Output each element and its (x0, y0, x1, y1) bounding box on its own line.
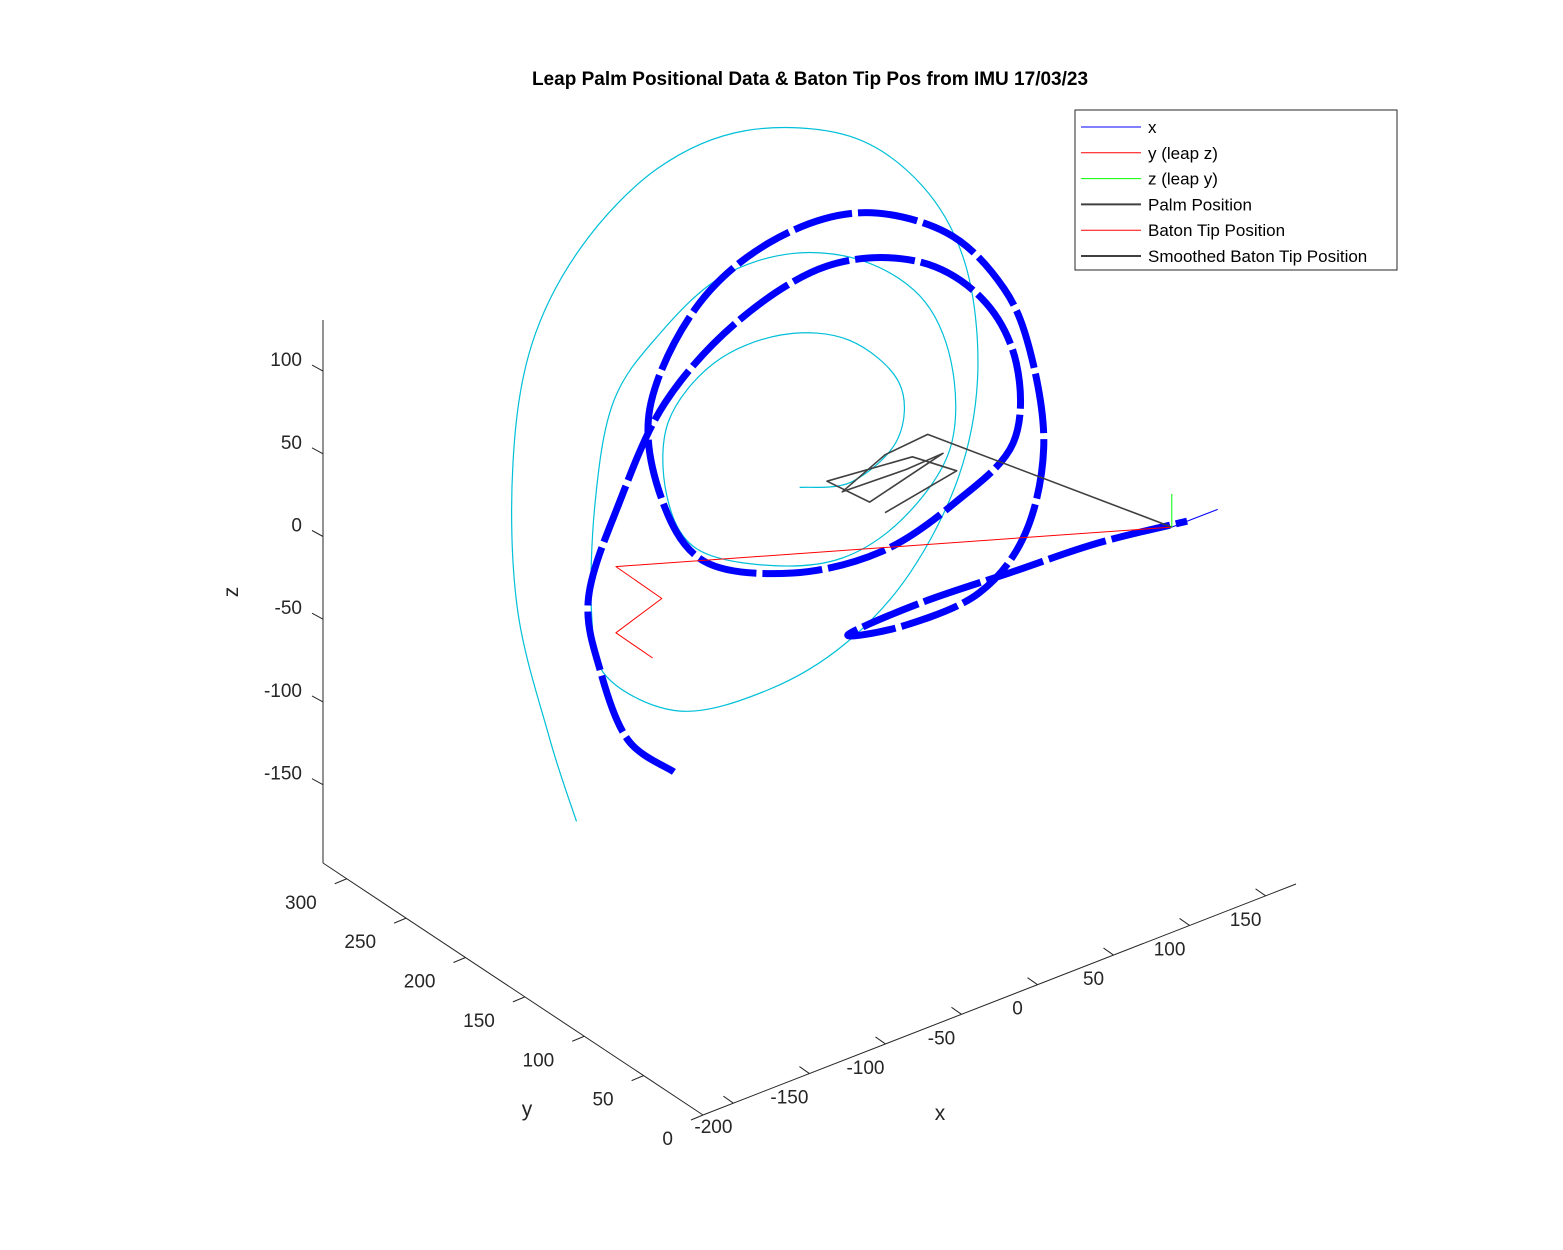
y-tick-mark (512, 996, 526, 1003)
series-line (826, 433, 1173, 528)
series-line (584, 209, 1188, 775)
series-line (511, 126, 979, 822)
y-axis-line (322, 862, 704, 1116)
y-tick-mark (453, 957, 466, 963)
x-tick-label: 50 (1083, 969, 1104, 990)
y-tick-mark (334, 878, 347, 885)
x-axis-line (702, 883, 1297, 1116)
axes (322, 320, 1297, 1116)
y-axis-label: y (522, 1098, 533, 1121)
series-line (615, 526, 1172, 659)
z-tick-label: -50 (275, 598, 302, 619)
y-tick-label: 0 (662, 1129, 673, 1150)
legend-items: x y (leap z) z (leap y) Palm Position Baton … (1081, 118, 1367, 266)
x-axis-label: x (935, 1102, 946, 1125)
x-tick-label: -100 (846, 1058, 884, 1079)
axis-ticks: -150 -100 -50 0 50 100 0 50 100 150 200 250 300 -200 -… (264, 350, 1266, 1150)
x-tick-label: -50 (928, 1028, 955, 1049)
y-tick-label: 100 (523, 1050, 555, 1071)
y-tick-mark (690, 1114, 704, 1121)
y-tick-label: 250 (344, 932, 376, 953)
z-tick-label: -100 (264, 681, 302, 702)
y-tick-mark (393, 917, 407, 924)
x-tick-label: 150 (1230, 910, 1262, 931)
z-tick-mark (311, 695, 324, 703)
series-line (1171, 508, 1218, 528)
x-tick-mark (1103, 947, 1114, 956)
legend: x y (leap z) z (leap y) Palm Position Baton … (1074, 109, 1398, 271)
x-tick-label: -150 (770, 1088, 808, 1109)
z-axis-label: z (220, 587, 243, 598)
z-tick-label: 0 (291, 516, 302, 537)
x-tick-mark (1179, 918, 1190, 926)
x-tick-mark (875, 1036, 886, 1045)
x-tick-mark (1027, 977, 1038, 986)
y-tick-label: 200 (404, 972, 436, 993)
z-tick-mark (311, 364, 324, 372)
z-tick-mark (311, 778, 324, 786)
z-tick-label: 50 (281, 433, 302, 454)
y-tick-mark (572, 1035, 585, 1042)
plot-area (511, 126, 1218, 822)
x-tick-mark (951, 1006, 962, 1015)
legend-label: x (1148, 118, 1157, 137)
legend-box (1074, 109, 1398, 271)
legend-label: y (leap z) (1148, 144, 1218, 163)
chart-title: Leap Palm Positional Data & Baton Tip Po… (532, 69, 1088, 90)
z-tick-mark (311, 530, 324, 537)
x-tick-label: 100 (1154, 939, 1186, 960)
z-tick-mark (311, 447, 324, 455)
x-tick-label: -200 (694, 1117, 732, 1138)
z-tick-mark (311, 612, 324, 620)
x-tick-mark (1255, 888, 1266, 897)
legend-label: Smoothed Baton Tip Position (1148, 247, 1367, 266)
y-tick-mark (631, 1075, 644, 1082)
z-tick-label: 100 (270, 350, 302, 371)
legend-label: z (leap y) (1148, 170, 1218, 189)
x-tick-mark (799, 1066, 810, 1074)
legend-label: Palm Position (1148, 195, 1252, 214)
legend-label: Baton Tip Position (1148, 221, 1285, 240)
z-tick-label: -150 (264, 764, 302, 785)
x-tick-label: 0 (1012, 999, 1023, 1020)
y-tick-label: 300 (285, 893, 317, 914)
y-tick-label: 50 (592, 1090, 613, 1111)
x-tick-mark (723, 1095, 734, 1104)
y-tick-label: 150 (463, 1011, 495, 1032)
